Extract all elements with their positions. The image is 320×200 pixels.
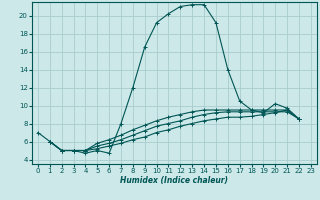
X-axis label: Humidex (Indice chaleur): Humidex (Indice chaleur) [120, 176, 228, 185]
